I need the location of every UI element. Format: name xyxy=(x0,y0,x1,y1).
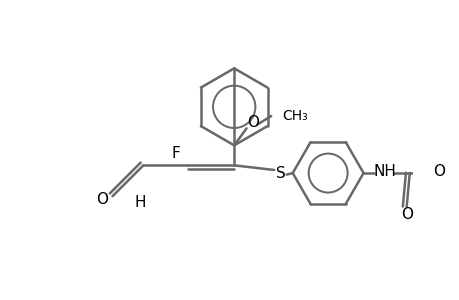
Text: O: O xyxy=(432,164,444,179)
Text: F: F xyxy=(171,146,179,160)
Text: O: O xyxy=(95,192,107,207)
Text: O: O xyxy=(400,207,412,222)
Text: O: O xyxy=(246,115,258,130)
Text: S: S xyxy=(275,166,285,181)
Text: NH: NH xyxy=(373,164,396,179)
Text: H: H xyxy=(134,195,146,210)
Text: CH₃: CH₃ xyxy=(281,109,307,123)
